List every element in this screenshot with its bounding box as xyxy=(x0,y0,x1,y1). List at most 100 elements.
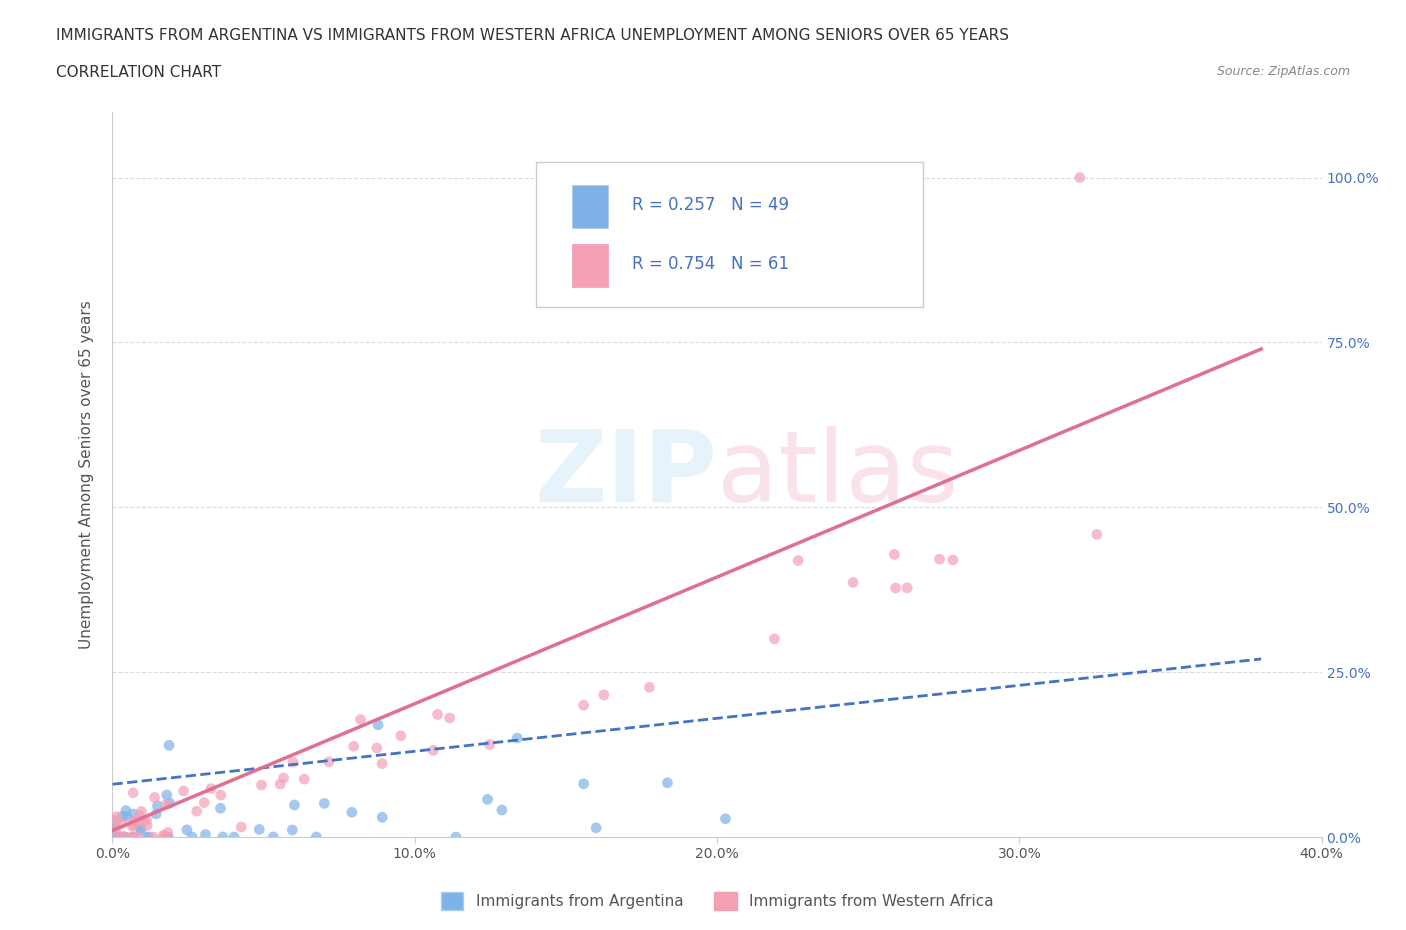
Point xyxy=(153,830,176,844)
Point xyxy=(292,772,315,787)
Point xyxy=(269,777,291,791)
Point xyxy=(585,820,607,835)
Point xyxy=(131,813,153,828)
Point xyxy=(572,698,595,712)
Text: CORRELATION CHART: CORRELATION CHART xyxy=(56,65,221,80)
Point xyxy=(136,818,159,833)
Point xyxy=(212,830,235,844)
Point xyxy=(314,796,336,811)
Point xyxy=(194,827,217,842)
Point xyxy=(262,830,284,844)
Point xyxy=(129,820,152,835)
Point xyxy=(657,776,679,790)
Point xyxy=(714,811,737,826)
Bar xyxy=(572,244,609,287)
Point xyxy=(122,806,145,821)
Point xyxy=(942,552,965,567)
Point xyxy=(104,814,127,829)
Bar xyxy=(572,185,609,229)
Point xyxy=(115,804,138,818)
Point xyxy=(181,830,204,844)
Point xyxy=(305,830,328,844)
Point xyxy=(105,830,128,844)
Point xyxy=(1069,170,1091,185)
Point xyxy=(186,804,208,818)
Point xyxy=(159,796,181,811)
Point xyxy=(146,798,169,813)
Point xyxy=(124,830,146,844)
Point xyxy=(111,830,134,844)
Point xyxy=(122,817,145,832)
Point xyxy=(142,830,165,844)
Point xyxy=(111,809,134,824)
Point xyxy=(638,680,661,695)
Legend: Immigrants from Argentina, Immigrants from Western Africa: Immigrants from Argentina, Immigrants fr… xyxy=(434,885,1000,916)
Point xyxy=(155,829,177,844)
Point xyxy=(110,830,132,844)
Point xyxy=(439,711,461,725)
Point xyxy=(111,817,134,831)
Point xyxy=(105,830,128,844)
FancyBboxPatch shape xyxy=(536,163,922,308)
Point xyxy=(112,830,135,844)
Point xyxy=(173,784,195,799)
Point xyxy=(209,801,232,816)
Point xyxy=(389,728,412,743)
Point xyxy=(366,740,388,755)
Point xyxy=(155,797,177,812)
Point xyxy=(200,781,222,796)
Point xyxy=(883,547,905,562)
Point xyxy=(145,806,167,821)
Point xyxy=(273,771,295,786)
Text: IMMIGRANTS FROM ARGENTINA VS IMMIGRANTS FROM WESTERN AFRICA UNEMPLOYMENT AMONG S: IMMIGRANTS FROM ARGENTINA VS IMMIGRANTS … xyxy=(56,28,1010,43)
Point xyxy=(247,822,270,837)
Point xyxy=(478,737,501,752)
Point xyxy=(104,820,127,835)
Point xyxy=(349,712,371,727)
Point xyxy=(128,808,150,823)
Point xyxy=(124,813,146,828)
Text: atlas: atlas xyxy=(717,426,959,523)
Point xyxy=(491,803,513,817)
Text: R = 0.257   N = 49: R = 0.257 N = 49 xyxy=(633,196,789,214)
Point xyxy=(896,580,918,595)
Text: Source: ZipAtlas.com: Source: ZipAtlas.com xyxy=(1216,65,1350,78)
Point xyxy=(281,822,304,837)
Point xyxy=(222,830,245,844)
Point xyxy=(422,743,444,758)
Point xyxy=(156,788,179,803)
Point xyxy=(135,830,157,844)
Point xyxy=(367,717,389,732)
Point xyxy=(129,822,152,837)
Point xyxy=(444,830,467,844)
Point xyxy=(842,575,865,590)
Point xyxy=(156,830,179,844)
Point xyxy=(176,822,198,837)
Point xyxy=(371,810,394,825)
Point xyxy=(121,818,143,833)
Point xyxy=(572,777,595,791)
Point xyxy=(1085,527,1108,542)
Point xyxy=(343,738,366,753)
Point xyxy=(763,631,786,646)
Point xyxy=(112,830,135,844)
Point xyxy=(156,825,179,840)
Point xyxy=(281,754,304,769)
Point xyxy=(122,830,145,844)
Point xyxy=(318,754,340,769)
Point xyxy=(122,785,145,800)
Point xyxy=(884,580,907,595)
Point xyxy=(135,813,157,828)
Point xyxy=(426,707,449,722)
Point xyxy=(138,830,160,844)
Point xyxy=(121,830,143,844)
Point xyxy=(143,790,166,804)
Point xyxy=(157,737,180,752)
Point xyxy=(157,830,180,844)
Point xyxy=(231,819,253,834)
Point xyxy=(127,830,149,844)
Point xyxy=(152,828,174,843)
Point xyxy=(193,795,215,810)
Point xyxy=(114,830,136,844)
Point xyxy=(110,830,132,844)
